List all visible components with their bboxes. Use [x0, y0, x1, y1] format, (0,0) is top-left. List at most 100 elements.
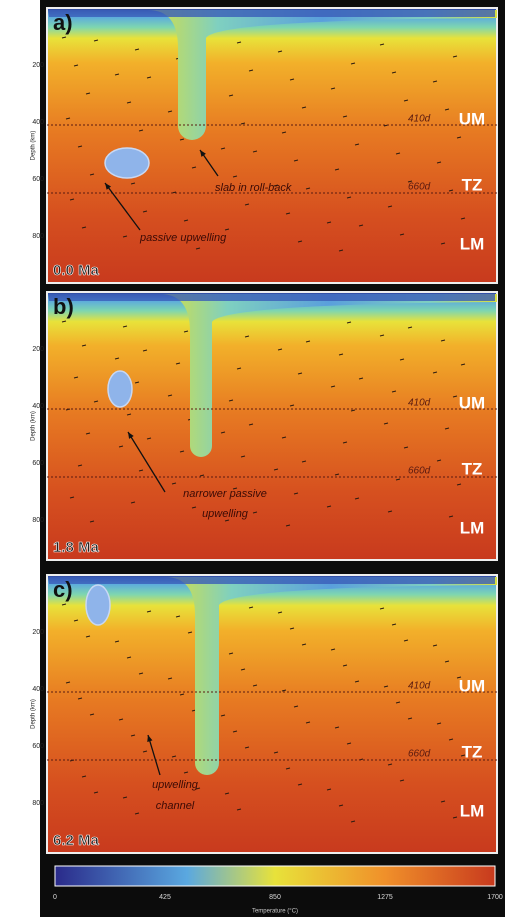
flow-vector	[228, 399, 234, 402]
panels: 410d 660d UM TZ LM 200 400 600 800 Depth (km) slab…	[31, 7, 498, 854]
flow-vector	[138, 129, 144, 132]
panel-letter: b)	[53, 294, 74, 319]
flow-vector	[440, 800, 446, 803]
annotation: channel	[156, 800, 195, 812]
flow-vector	[126, 413, 132, 416]
flow-vector	[460, 363, 466, 366]
flow-vector	[379, 43, 385, 46]
flow-vector	[448, 738, 454, 741]
flow-vector	[77, 697, 83, 700]
flow-vector	[407, 717, 413, 720]
flow-vector	[301, 106, 307, 109]
flow-vector	[130, 182, 136, 185]
flow-vector	[77, 145, 83, 148]
flow-vector	[444, 427, 450, 430]
flow-vector	[338, 804, 344, 807]
flow-vector	[240, 455, 246, 458]
upwelling-blob	[107, 370, 133, 408]
layer-label: LM	[460, 801, 485, 820]
flow-vector	[171, 755, 177, 758]
y-tick-label: 600	[32, 176, 44, 183]
flow-vector	[399, 358, 405, 361]
flow-vector	[399, 233, 405, 236]
flow-vector	[69, 496, 75, 499]
flow-vector	[69, 198, 75, 201]
flow-vector	[399, 779, 405, 782]
discontinuity-label: 660d	[408, 749, 431, 760]
flow-vector	[122, 235, 128, 238]
flow-vector	[354, 497, 360, 500]
flow-vector	[395, 152, 401, 155]
flow-vector	[220, 147, 226, 150]
flow-vector	[281, 131, 287, 134]
slab	[165, 577, 497, 775]
flow-vector	[289, 627, 295, 630]
flow-vector	[252, 511, 258, 514]
flow-vector	[232, 730, 238, 733]
y-tick-label: 200	[32, 346, 44, 353]
flow-vector	[305, 721, 311, 724]
flow-vector	[456, 136, 462, 139]
time-label: 0.0 Ma	[53, 262, 100, 279]
flow-vector	[387, 510, 393, 513]
flow-vector	[220, 714, 226, 717]
flow-vector	[297, 240, 303, 243]
layer-label: LM	[460, 518, 485, 537]
colorbar-tick-label: 0	[53, 894, 57, 901]
flow-vector	[85, 635, 91, 638]
flow-vector	[277, 611, 283, 614]
flow-vector	[138, 672, 144, 675]
flow-vector	[244, 335, 250, 338]
colorbar-tick-label: 1700	[487, 894, 503, 901]
flow-vector	[61, 36, 67, 39]
layer-label: LM	[460, 234, 485, 253]
flow-vector	[232, 175, 238, 178]
flow-vector	[93, 39, 99, 42]
flow-vector	[448, 189, 454, 192]
model-field	[46, 7, 498, 284]
flow-vector	[281, 436, 287, 439]
flow-vector	[293, 159, 299, 162]
flow-vector	[93, 400, 99, 403]
flow-vector	[407, 180, 413, 183]
flow-vector	[354, 143, 360, 146]
flow-vector	[138, 469, 144, 472]
flow-vector	[293, 492, 299, 495]
flow-vector	[195, 247, 201, 250]
flow-vector	[346, 321, 352, 324]
flow-vector	[179, 138, 185, 141]
flow-vector	[330, 385, 336, 388]
flow-vector	[436, 722, 442, 725]
flow-vector	[379, 607, 385, 610]
flow-vector	[440, 339, 446, 342]
flow-vector	[89, 713, 95, 716]
flow-vector	[81, 226, 87, 229]
colorbar-tick-label: 1275	[377, 894, 393, 901]
arrow-head	[105, 183, 112, 190]
flow-vector	[118, 718, 124, 721]
flow-vector	[326, 505, 332, 508]
y-tick-label: 400	[32, 403, 44, 410]
flow-vector	[403, 99, 409, 102]
flow-vector	[122, 325, 128, 328]
flow-vector	[65, 117, 71, 120]
y-axis-label: Depth (km)	[31, 131, 37, 161]
y-tick-label: 200	[32, 62, 44, 69]
discontinuity-label: 660d	[408, 182, 431, 193]
flow-vector	[285, 212, 291, 215]
flow-vector	[73, 619, 79, 622]
flow-vector	[297, 783, 303, 786]
panel: 410d 660d UM TZ LM 200 400 600 800 Depth (km) narr…	[31, 291, 498, 561]
flow-vector	[126, 656, 132, 659]
flow-vector	[281, 689, 287, 692]
y-tick-label: 600	[32, 743, 44, 750]
flow-vector	[432, 371, 438, 374]
arrow	[127, 431, 166, 493]
annotation: passive upwelling	[139, 232, 227, 244]
flow-vector	[277, 50, 283, 53]
arrow-head	[147, 735, 153, 742]
flow-vector	[293, 705, 299, 708]
flow-vector	[277, 348, 283, 351]
flow-vector	[403, 639, 409, 642]
